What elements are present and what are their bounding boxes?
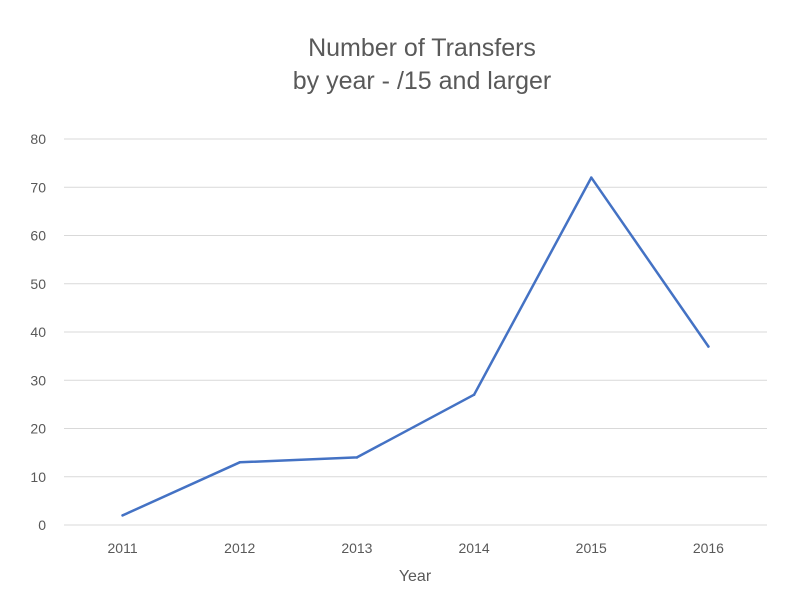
data-point	[121, 514, 124, 517]
x-tick-label: 2013	[341, 540, 372, 556]
y-tick-label: 10	[30, 469, 46, 485]
x-tick-label: 2016	[693, 540, 724, 556]
gridlines	[64, 138, 767, 526]
data-point	[355, 456, 359, 459]
y-tick-label: 0	[38, 517, 46, 533]
y-tick-label: 60	[30, 228, 46, 244]
y-tick-label: 40	[30, 324, 46, 340]
y-tick-label: 70	[30, 179, 46, 195]
y-tick-label: 20	[30, 421, 46, 437]
y-tick-label: 30	[30, 372, 46, 388]
y-tick-label: 80	[30, 131, 46, 147]
x-axis-label: Year	[399, 568, 432, 585]
x-axis-ticks: 2011 2012 2013 2014 2015 2016	[108, 540, 725, 556]
data-point	[590, 176, 593, 179]
x-tick-label: 2015	[576, 540, 607, 556]
x-tick-label: 2014	[459, 540, 490, 556]
data-point	[472, 393, 476, 396]
chart-title-line-1: Number of Transfers	[308, 34, 536, 62]
data-point	[707, 345, 710, 348]
series-layer	[121, 176, 710, 517]
series-line	[121, 176, 710, 517]
y-tick-label: 50	[30, 276, 46, 292]
chart-title-line-2: by year - /15 and larger	[293, 67, 551, 95]
x-tick-label: 2012	[224, 540, 255, 556]
data-point	[238, 461, 241, 464]
x-tick-label: 2011	[108, 540, 138, 556]
y-axis-ticks: 0 10 20 30 40 50 60 70 80	[30, 131, 46, 533]
